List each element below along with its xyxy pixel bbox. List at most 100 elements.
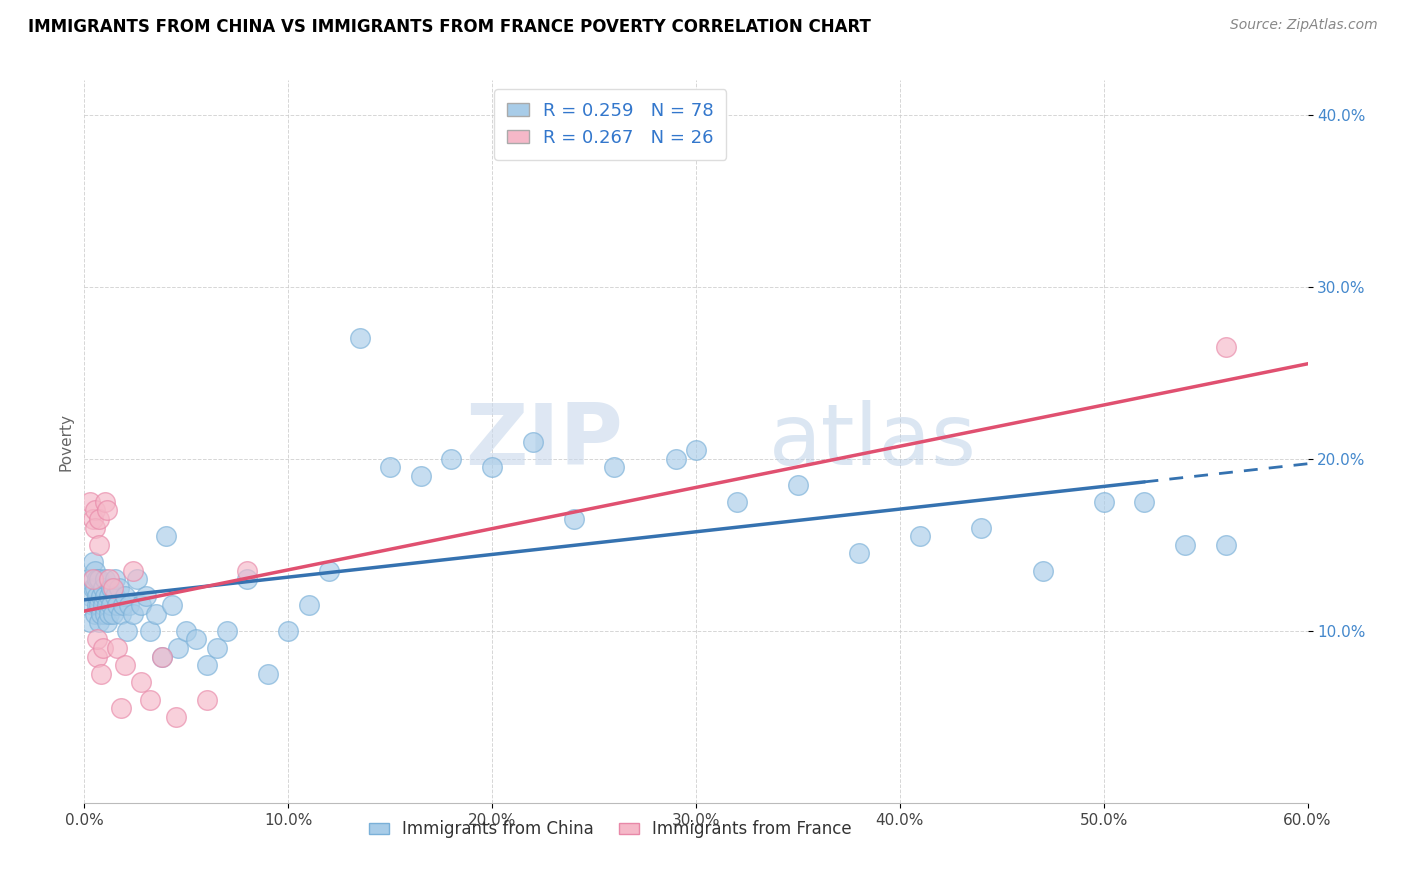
Point (79, 590, 101, 604)
Point (118, 598, 141, 612)
Point (97, 590, 120, 604)
Point (910, 529, 932, 543)
Point (93, 607, 115, 621)
Point (82, 512, 104, 526)
Point (440, 451, 463, 466)
Point (112, 598, 135, 612)
Point (318, 564, 340, 578)
Point (114, 590, 136, 604)
Point (1032, 564, 1054, 578)
Point (150, 649, 173, 664)
Point (87, 512, 110, 526)
Point (101, 581, 124, 595)
Point (83, 520, 105, 534)
Point (122, 564, 145, 578)
Point (174, 624, 197, 638)
Point (87, 615, 110, 630)
Point (409, 469, 432, 483)
Point (160, 598, 183, 612)
Point (82, 581, 104, 595)
Point (349, 331, 371, 345)
Text: Source: ZipAtlas.com: Source: ZipAtlas.com (1230, 18, 1378, 32)
Point (150, 649, 173, 664)
Point (90, 666, 112, 681)
Point (97, 572, 120, 586)
Point (603, 460, 626, 475)
Point (86, 598, 108, 612)
Point (96, 615, 118, 630)
Point (77, 572, 100, 586)
Point (205, 640, 228, 655)
Point (1215, 538, 1237, 552)
Y-axis label: Poverty: Poverty (58, 412, 73, 471)
Point (86, 632, 108, 647)
Point (82, 572, 104, 586)
Point (83, 607, 105, 621)
Point (217, 624, 239, 638)
Point (90, 607, 112, 621)
Legend: Immigrants from China, Immigrants from France: Immigrants from China, Immigrants from F… (363, 814, 859, 845)
Point (101, 607, 124, 621)
Point (79, 615, 101, 630)
Point (86, 572, 108, 586)
Point (82, 598, 104, 612)
Point (83, 503, 105, 517)
Point (86, 649, 108, 664)
Point (1215, 340, 1237, 354)
Point (115, 624, 138, 638)
Point (145, 607, 167, 621)
Text: IMMIGRANTS FROM CHINA VS IMMIGRANTS FROM FRANCE POVERTY CORRELATION CHART: IMMIGRANTS FROM CHINA VS IMMIGRANTS FROM… (28, 18, 870, 36)
Point (91, 598, 114, 612)
Point (83, 581, 105, 595)
Point (93, 572, 115, 586)
Point (135, 590, 157, 604)
Point (236, 564, 259, 578)
Point (82, 555, 104, 569)
Point (131, 675, 153, 690)
Point (685, 443, 707, 458)
Point (165, 710, 187, 724)
Point (186, 632, 208, 647)
Point (87, 572, 110, 586)
Point (104, 572, 127, 586)
Point (138, 692, 160, 706)
Point (155, 529, 177, 543)
Point (91, 640, 114, 655)
Point (100, 598, 122, 612)
Point (380, 460, 402, 475)
Point (93, 494, 115, 508)
Point (1092, 494, 1115, 508)
Point (104, 590, 127, 604)
Point (1133, 494, 1156, 508)
Point (122, 607, 145, 621)
Point (236, 572, 259, 586)
Point (1174, 538, 1197, 552)
Point (481, 460, 503, 475)
Point (87, 538, 110, 552)
Point (105, 640, 128, 655)
Point (195, 658, 218, 673)
Point (93, 590, 115, 604)
Point (970, 520, 993, 534)
Point (127, 572, 149, 586)
Point (562, 512, 585, 526)
Point (167, 640, 190, 655)
Point (195, 692, 218, 706)
Point (277, 624, 299, 638)
Point (110, 701, 132, 715)
Point (665, 451, 688, 466)
Point (298, 598, 321, 612)
Point (131, 598, 153, 612)
Point (105, 598, 128, 612)
Point (97, 607, 120, 621)
Text: ZIP: ZIP (465, 400, 623, 483)
Point (87, 598, 110, 612)
Point (787, 477, 810, 491)
Point (257, 666, 280, 681)
Point (100, 581, 122, 595)
Point (96, 503, 118, 517)
Point (79, 494, 101, 508)
Point (83, 564, 105, 578)
Point (138, 624, 160, 638)
Point (725, 494, 748, 508)
